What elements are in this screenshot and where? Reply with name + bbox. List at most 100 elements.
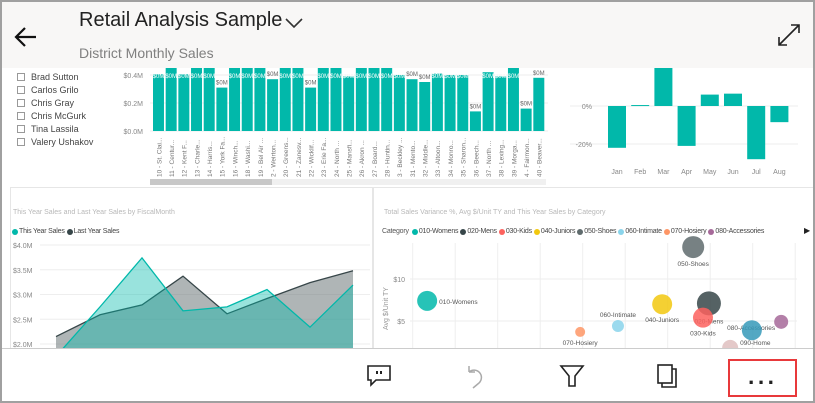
slicer-item-label: Chris McGurk <box>31 110 87 121</box>
legend-dot-last-year <box>66 228 73 235</box>
data-label: $0M <box>381 74 393 80</box>
data-label: $0M <box>178 74 190 80</box>
y-tick-label: $10 <box>393 277 405 284</box>
slicer-item[interactable]: Chris McGurk <box>17 109 93 122</box>
checkbox[interactable] <box>17 111 25 120</box>
legend-label: 080-Accessories <box>715 228 765 235</box>
scrollbar-thumb[interactable] <box>150 179 272 185</box>
data-label: $0M <box>355 74 367 80</box>
x-tick-label: 13 - Charle... <box>194 139 201 177</box>
bar <box>770 106 789 123</box>
data-label: $0M <box>203 74 215 80</box>
data-label: $0M <box>533 71 545 77</box>
legend-dot <box>708 228 715 235</box>
data-label: $0M <box>457 74 469 80</box>
bar <box>330 61 342 131</box>
filter-button[interactable] <box>557 361 587 391</box>
x-tick-label: Jan <box>611 169 622 176</box>
title-dropdown-button[interactable] <box>285 14 303 33</box>
bar <box>431 73 443 131</box>
bar <box>469 111 481 131</box>
checkbox[interactable] <box>17 85 25 94</box>
line-chart-title: This Year Sales and Last Year Sales by F… <box>13 209 175 216</box>
arrow-left-icon <box>14 27 36 47</box>
x-tick-label: 19 - Bel Air ... <box>258 138 265 177</box>
x-tick-label: Feb <box>634 169 646 176</box>
comment-button[interactable] <box>364 361 394 391</box>
report-title[interactable]: Retail Analysis Sample <box>79 9 283 31</box>
checkbox[interactable] <box>17 124 25 133</box>
back-button[interactable] <box>14 26 38 52</box>
data-label: $0M <box>482 74 494 80</box>
area-this-year <box>63 257 353 348</box>
bar <box>216 87 228 131</box>
data-label: $0M <box>305 81 317 87</box>
bar <box>444 75 456 131</box>
y-tick-label: -20% <box>576 142 592 149</box>
legend-next-arrow[interactable]: ▶ <box>804 226 811 235</box>
x-tick-label: 22 - Wicklif... <box>308 140 315 177</box>
checkbox[interactable] <box>17 98 25 107</box>
x-tick-label: 14 - Harris... <box>207 141 214 177</box>
data-label: $0M <box>394 74 406 80</box>
slicer-item[interactable]: Carlos Grilo <box>17 83 93 96</box>
data-label: $0M <box>267 72 279 78</box>
bar <box>747 106 766 160</box>
x-tick-label: 11 - Centur... <box>169 140 176 177</box>
bubble <box>417 290 438 311</box>
bar <box>305 87 317 131</box>
x-tick-label: 24 - North ... <box>334 141 341 177</box>
bar <box>368 61 380 131</box>
bubble <box>652 294 673 315</box>
x-tick-label: 25 - Mansfi... <box>347 139 354 177</box>
bar <box>317 61 329 131</box>
legend-dot <box>577 228 584 235</box>
legend-label: 060-Intimate <box>625 228 662 235</box>
bar <box>279 61 291 131</box>
slicer-item-label: Brad Sutton <box>31 71 79 82</box>
pages-button[interactable] <box>653 361 683 391</box>
data-label: $0M <box>508 74 520 80</box>
bubble <box>611 320 624 333</box>
y-tick-label: $0.0M <box>124 129 144 136</box>
undo-button[interactable] <box>461 361 491 391</box>
x-tick-label: 16 - Winch... <box>232 140 239 177</box>
x-tick-label: May <box>703 169 717 176</box>
more-options-button[interactable]: ... <box>728 359 797 397</box>
bar <box>406 79 418 131</box>
slicer-item[interactable]: Valery Ushakov <box>17 135 93 148</box>
bar <box>631 105 650 107</box>
x-tick-label: 27 - Board... <box>372 141 379 177</box>
chevron-down-icon <box>285 18 303 29</box>
checkbox[interactable] <box>17 137 25 146</box>
data-label: $0M <box>520 102 532 108</box>
legend-label: 010-Womens <box>418 228 459 235</box>
legend-dot-this-year <box>12 228 18 235</box>
line-chart-card[interactable]: This Year Sales and Last Year Sales by F… <box>10 187 373 348</box>
line-this-year <box>62 256 354 348</box>
bubble-label: 070-Hosiery <box>563 340 599 347</box>
bottom-toolbar: ... <box>0 348 815 403</box>
bubble <box>692 307 713 328</box>
undo-icon <box>468 366 483 389</box>
slicer-item-label: Valery Ushakov <box>31 136 94 147</box>
slicer-item-label: Chris Gray <box>31 97 75 108</box>
line-last-year <box>55 270 354 338</box>
legend-dot <box>411 228 418 235</box>
page-name: District Monthly Sales <box>79 45 214 61</box>
bar <box>203 61 215 131</box>
x-tick-label: Aug <box>773 169 786 176</box>
x-tick-label: 33 - Altoon... <box>435 140 442 177</box>
slicer-item[interactable]: Brad Sutton <box>17 70 93 83</box>
bubble-label: 010-Womens <box>439 299 478 306</box>
expand-button[interactable] <box>776 22 802 52</box>
x-tick-label: 20 - Greens... <box>283 137 290 177</box>
legend-dot <box>618 228 625 235</box>
bubble-label: 060-Intimate <box>600 312 637 319</box>
y-axis-label: Avg $/Unit TY <box>383 287 390 330</box>
legend-title: Category <box>382 228 409 235</box>
slicer-item[interactable]: Chris Gray <box>17 96 93 109</box>
scatter-chart-card[interactable]: Total Sales Variance %, Avg $/Unit TY an… <box>373 187 815 348</box>
checkbox[interactable] <box>17 72 25 81</box>
slicer-item[interactable]: Tina Lassila <box>17 122 93 135</box>
